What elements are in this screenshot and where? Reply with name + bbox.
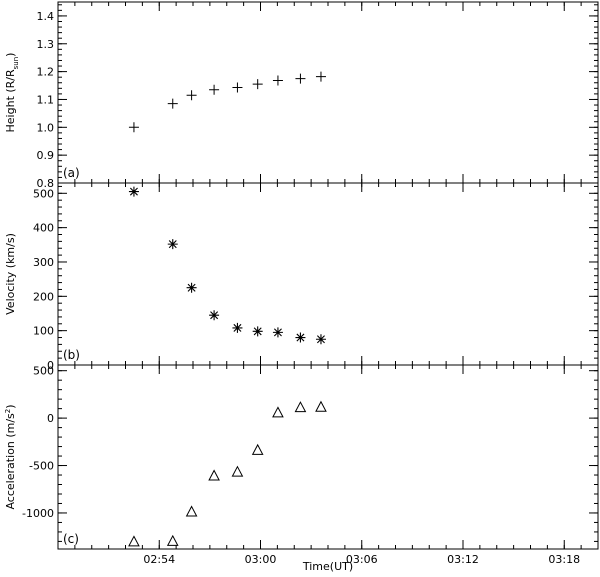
height-point (315, 71, 326, 82)
velocity-point (315, 334, 326, 345)
velocity-point (295, 332, 306, 343)
plus-marker (252, 79, 263, 90)
height-point (295, 73, 306, 84)
y-tick-label: 0 (47, 412, 54, 425)
height-point (272, 75, 283, 86)
acceleration-point (294, 401, 307, 413)
y-axis-label: Velocity (km/s) (4, 233, 17, 315)
triangle-marker (166, 534, 179, 546)
y-tick-label: 500 (33, 365, 54, 378)
plus-marker (167, 98, 178, 109)
asterisk-marker (315, 334, 326, 345)
triangle-marker (315, 400, 327, 412)
y-tick-label: 200 (33, 290, 54, 303)
plus-marker (186, 90, 197, 101)
plus-marker (232, 82, 243, 93)
y-tick-label: -1000 (22, 507, 54, 520)
acceleration-point (166, 534, 179, 546)
acceleration-point (272, 406, 284, 418)
panel-label: (c) (63, 532, 79, 546)
x-axis-label: Time(UT) (302, 560, 353, 573)
acceleration-point (251, 443, 264, 455)
y-tick-label: 400 (33, 222, 54, 235)
x-tick-label: 03:06 (346, 553, 378, 566)
plus-marker (209, 84, 220, 95)
y-tick-label: 500 (33, 187, 54, 200)
plus-marker (272, 75, 283, 86)
triangle-marker (128, 535, 140, 547)
asterisk-marker (167, 239, 178, 250)
asterisk-marker (186, 282, 197, 293)
panel-label: (a) (63, 166, 80, 180)
y-tick-label: -500 (29, 460, 54, 473)
panel-frame (57, 1, 599, 184)
triangle-marker (231, 465, 244, 477)
y-tick-label: 1.4 (37, 10, 55, 23)
y-axis-label: Acceleration (m/s2) (4, 404, 17, 509)
y-tick-label: 300 (33, 256, 54, 269)
asterisk-marker (232, 322, 243, 333)
y-axis-label: Height (R/Rsun) (4, 53, 20, 133)
y-tick-label: 0 (47, 359, 54, 372)
height-point (232, 82, 243, 93)
height-point (186, 90, 197, 101)
triangle-marker (185, 505, 198, 517)
acceleration-point (315, 400, 327, 412)
plus-marker (295, 73, 306, 84)
y-tick-label: 0.8 (37, 177, 55, 190)
acceleration-point (185, 505, 198, 517)
plus-marker (315, 71, 326, 82)
velocity-point (167, 239, 178, 250)
y-tick-label: 0.9 (37, 149, 55, 162)
y-tick-label: 1.1 (37, 93, 55, 106)
velocity-point (186, 282, 197, 293)
velocity-point (232, 322, 243, 333)
y-tick-label: 1.0 (37, 121, 55, 134)
panel-frame (57, 364, 599, 550)
asterisk-marker (209, 310, 220, 321)
acceleration-point (128, 535, 140, 547)
triangle-marker (272, 406, 284, 418)
asterisk-marker (272, 327, 283, 338)
asterisk-marker (252, 326, 263, 337)
triangle-marker (294, 401, 307, 413)
velocity-point (252, 326, 263, 337)
y-tick-label: 1.3 (37, 38, 55, 51)
y-tick-label: 100 (33, 325, 54, 338)
triangle-marker (251, 443, 264, 455)
x-tick-label: 02:54 (143, 553, 175, 566)
acceleration-point (208, 469, 220, 481)
height-point (252, 79, 263, 90)
asterisk-marker (295, 332, 306, 343)
y-tick-label: 1.2 (37, 66, 55, 79)
velocity-point (209, 310, 220, 321)
x-tick-label: 03:12 (447, 553, 479, 566)
triangle-marker (208, 469, 220, 481)
height-point (209, 84, 220, 95)
height-point (128, 122, 139, 133)
x-tick-label: 03:00 (245, 553, 277, 566)
asterisk-marker (128, 186, 139, 197)
height-point (167, 98, 178, 109)
x-tick-label: 03:18 (548, 553, 580, 566)
panel-label: (b) (63, 348, 80, 362)
acceleration-point (231, 465, 244, 477)
velocity-point (272, 327, 283, 338)
panel-frame (57, 182, 599, 366)
plus-marker (128, 122, 139, 133)
velocity-point (128, 186, 139, 197)
